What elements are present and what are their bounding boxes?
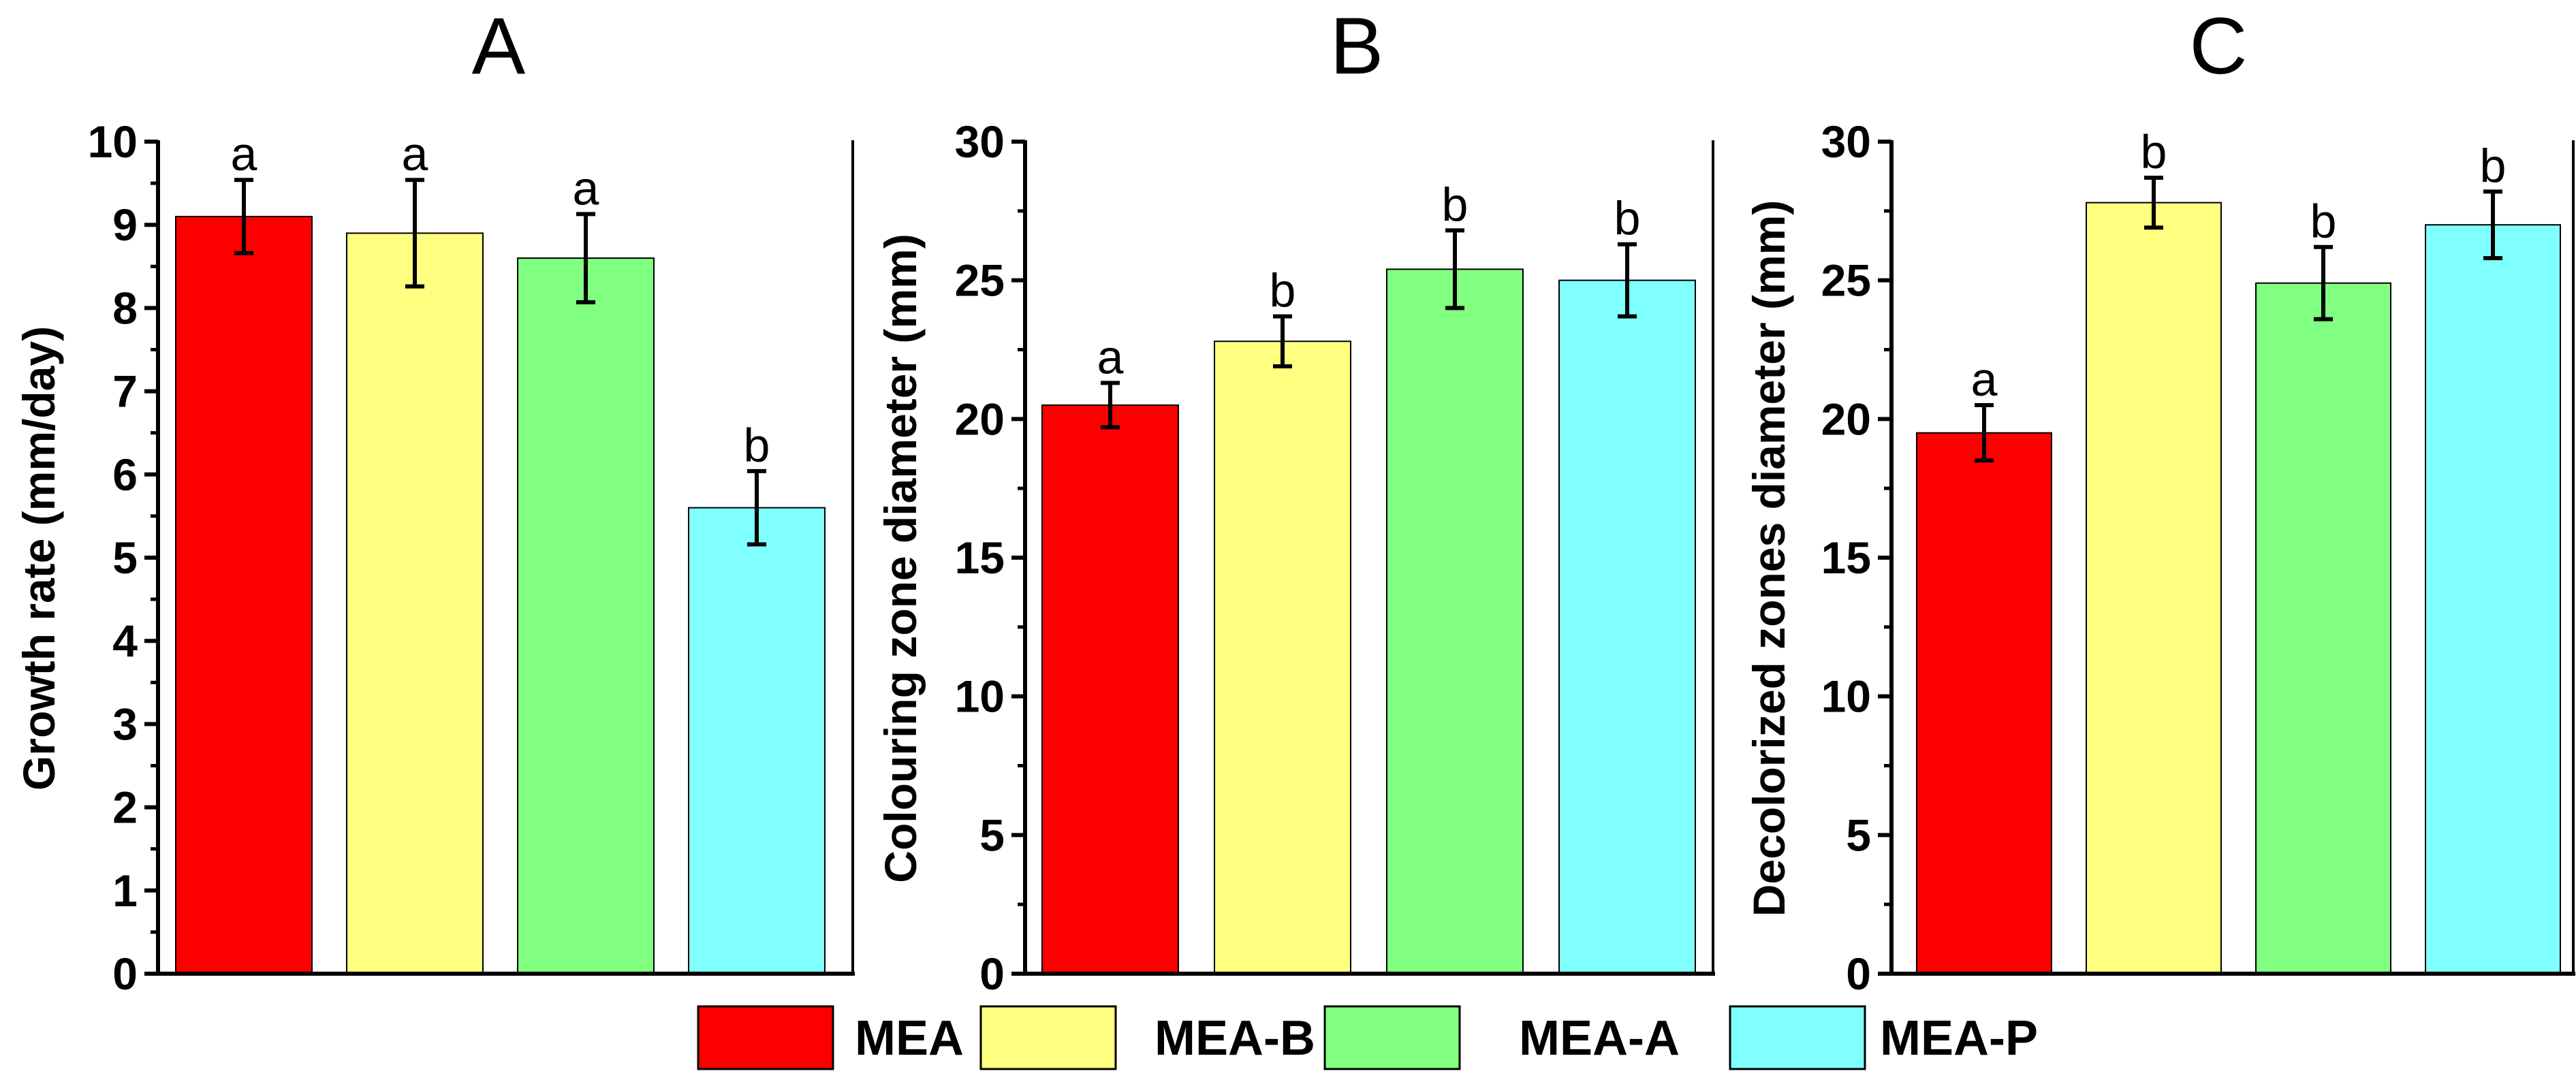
error-bar	[1273, 314, 1292, 368]
y-tick-label: 0	[979, 948, 1005, 999]
significance-label: a	[1971, 353, 1998, 406]
legend-item-mea-a: MEA-A	[1323, 1005, 1680, 1070]
y-tick-label: 25	[1821, 255, 1871, 306]
legend-swatch	[1323, 1005, 1461, 1070]
bar-mea-p	[1558, 279, 1696, 974]
y-tick-label: 0	[112, 948, 138, 999]
error-bar	[2314, 244, 2333, 321]
y-axis-label: Colouring zone diameter (mm)	[875, 234, 926, 882]
y-tick-label: 9	[112, 200, 138, 250]
y-axis-label: Growth rate (mm/day)	[14, 326, 64, 791]
y-tick-label: 4	[112, 616, 138, 666]
significance-label: a	[231, 127, 257, 180]
significance-label: b	[1614, 192, 1641, 245]
panel-title: B	[1330, 1, 1384, 91]
error-bar	[1445, 228, 1464, 310]
significance-label: b	[2480, 139, 2507, 192]
error-bar	[234, 178, 253, 255]
y-tick-label: 7	[112, 366, 138, 417]
error-bar	[405, 178, 424, 289]
y-tick-label: 25	[955, 255, 1005, 306]
legend-swatch	[979, 1005, 1117, 1070]
y-tick-label: 30	[955, 116, 1005, 167]
legend-item-mea-p: MEA-P	[1729, 1005, 2038, 1070]
error-bar	[747, 468, 766, 547]
bar-mea-b	[2086, 202, 2222, 975]
error-bar	[2144, 175, 2163, 230]
y-tick-label: 3	[112, 699, 138, 749]
significance-label: b	[2141, 125, 2167, 178]
error-bar	[1975, 402, 1994, 463]
panels: A Growth rate (mm/day) a a a b 0 1 2 3 4 5 6 7 8 9 10 B Co…	[14, 1, 2575, 999]
significance-label: a	[573, 161, 599, 214]
y-tick-label: 6	[112, 449, 138, 500]
error-bar	[2483, 189, 2502, 261]
significance-label: a	[402, 127, 428, 180]
axes: 0 1 2 3 4 5 6 7 8 9 10	[88, 116, 855, 999]
panel-title: C	[2189, 1, 2247, 91]
legend-label: MEA-A	[1519, 1011, 1680, 1066]
error-bar	[1618, 242, 1637, 319]
y-tick-label: 5	[112, 532, 138, 583]
bar-mea	[1916, 432, 2052, 974]
bar-mea-a	[517, 257, 655, 975]
significance-label: b	[1442, 178, 1468, 231]
panel-b: B Colouring zone diameter (mm) a b b b 0 5 10 15 2…	[875, 1, 1715, 999]
bar-mea-a	[1386, 268, 1524, 975]
y-tick-label: 10	[955, 671, 1005, 722]
bar-mea	[1041, 404, 1179, 974]
y-tick-label: 20	[1821, 394, 1871, 444]
y-axis-label: Decolorized zones diameter (mm)	[1744, 200, 1794, 917]
y-tick-label: 30	[1821, 116, 1871, 167]
axes: 0 5 10 15 20 25 30	[1821, 116, 2575, 999]
bar-mea-a	[2255, 282, 2391, 974]
panel-title: A	[472, 1, 526, 91]
legend-label: MEA-P	[1880, 1011, 2038, 1066]
error-bar	[1101, 381, 1120, 430]
y-tick-label: 10	[88, 116, 138, 167]
y-tick-label: 15	[955, 532, 1005, 583]
panel-a: A Growth rate (mm/day) a a a b 0 1 2 3 4 5 6 7 8 9 10	[14, 1, 855, 999]
legend-label: MEA	[855, 1011, 964, 1066]
y-tick-label: 0	[1846, 948, 1871, 999]
panel-c: C Decolorized zones diameter (mm) a b b b 0 5 10…	[1744, 1, 2575, 999]
error-bar	[576, 212, 595, 304]
legend-item-mea: MEA	[697, 1005, 964, 1070]
y-tick-label: 15	[1821, 532, 1871, 583]
bar-mea-p	[2425, 224, 2561, 975]
significance-label: b	[2310, 195, 2337, 248]
legend-item-mea-b: MEA-B	[979, 1005, 1315, 1070]
bar-mea-p	[688, 507, 826, 974]
legend-swatch	[697, 1005, 834, 1070]
legend-label: MEA-B	[1155, 1011, 1315, 1066]
significance-label: a	[1097, 330, 1124, 383]
y-tick-label: 8	[112, 283, 138, 333]
legend: MEA MEA-B MEA-A MEA-P	[697, 1005, 2038, 1070]
y-tick-label: 10	[1821, 671, 1871, 722]
y-tick-label: 20	[955, 394, 1005, 444]
y-tick-label: 1	[112, 865, 138, 916]
legend-swatch	[1729, 1005, 1866, 1070]
y-tick-label: 2	[112, 782, 138, 833]
significance-label: b	[744, 419, 770, 472]
bar-mea-b	[346, 232, 484, 974]
bar-mea-b	[1214, 340, 1351, 974]
significance-label: b	[1270, 264, 1296, 317]
y-tick-label: 5	[1846, 810, 1871, 860]
y-tick-label: 5	[979, 810, 1005, 860]
bar-mea	[175, 215, 313, 975]
axes: 0 5 10 15 20 25 30	[955, 116, 1715, 999]
